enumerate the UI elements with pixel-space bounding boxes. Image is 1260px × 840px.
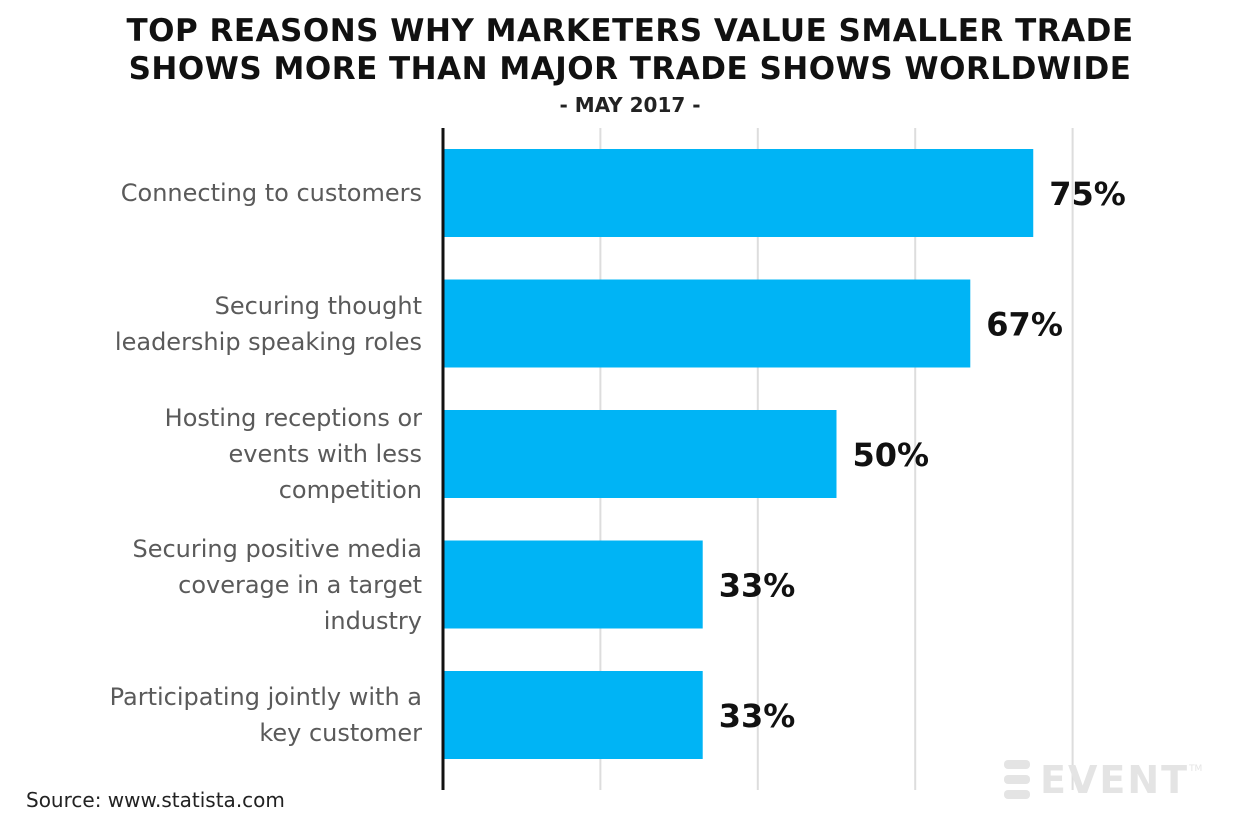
chart-title-line-1: TOP REASONS WHY MARKETERS VALUE SMALLER … xyxy=(126,13,1134,49)
data-label: 33% xyxy=(719,697,796,735)
source-note: Source: www.statista.com xyxy=(26,788,285,812)
category-label-line: competition xyxy=(278,476,422,504)
logo-text: EVENT xyxy=(1040,758,1190,802)
event-logo: EVENT TM xyxy=(1002,758,1202,802)
bar xyxy=(443,671,703,759)
event-logo-icon xyxy=(1004,760,1030,799)
category-label: Hosting receptions or events with less com… xyxy=(22,400,422,508)
category-label: Securing positive media coverage in a tar… xyxy=(22,531,422,639)
bar xyxy=(443,149,1034,237)
bar xyxy=(443,279,971,368)
category-label-line: key customer xyxy=(259,719,422,747)
data-label: 50% xyxy=(853,436,930,474)
category-label-line: Securing positive media xyxy=(132,534,422,563)
category-label-line: Participating jointly with a xyxy=(109,683,422,711)
category-label-line: Connecting to customers xyxy=(120,179,422,207)
chart-title-line-2: SHOWS MORE THAN MAJOR TRADE SHOWS WORLDW… xyxy=(128,51,1132,87)
chart-title: TOP REASONS WHY MARKETERS VALUE SMALLER … xyxy=(0,12,1260,117)
bar xyxy=(443,410,837,498)
data-label: 67% xyxy=(986,306,1063,344)
category-label-line: events with less xyxy=(228,440,422,468)
category-label-line: coverage in a target xyxy=(178,570,422,599)
data-label: 33% xyxy=(719,567,796,605)
category-label-line: industry xyxy=(323,606,422,635)
category-label-line: leadership speaking roles xyxy=(114,327,422,356)
category-label: Connecting to customers xyxy=(22,175,422,211)
bar xyxy=(443,540,703,629)
logo-trademark: TM xyxy=(1189,764,1203,774)
category-label-line: Hosting receptions or xyxy=(164,404,422,432)
category-label: Securing thought leadership speaking role… xyxy=(22,288,422,360)
category-label: Participating jointly with a key customer xyxy=(22,679,422,751)
data-label: 75% xyxy=(1049,175,1126,213)
chart-subtitle: - MAY 2017 - xyxy=(559,93,701,117)
category-label-line: Securing thought xyxy=(214,291,422,320)
